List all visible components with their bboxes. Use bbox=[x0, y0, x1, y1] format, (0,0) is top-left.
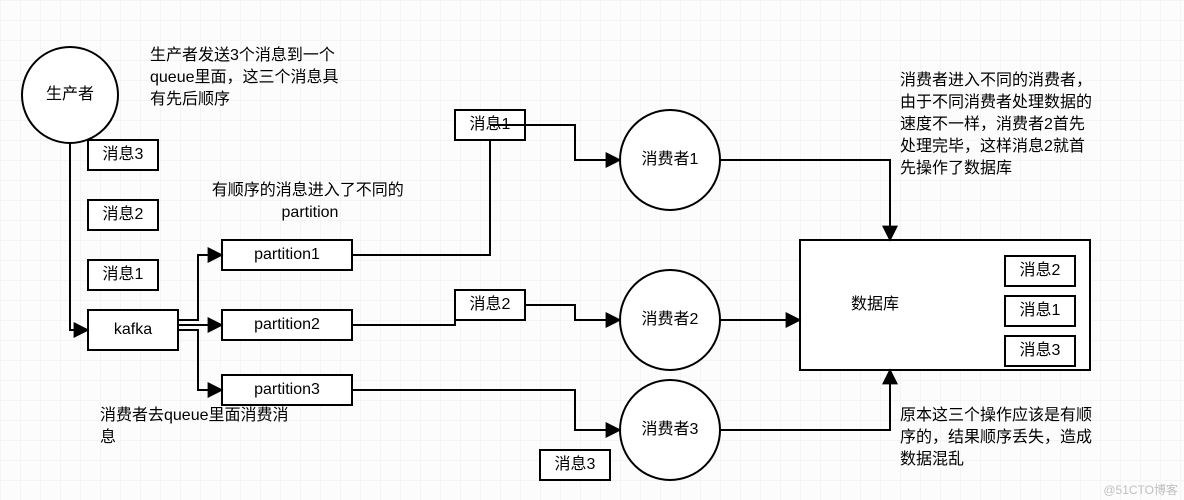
annotation-1: 生产者发送3个消息到一个 queue里面，这三个消息具 有先后顺序 bbox=[150, 46, 343, 108]
watermark: @51CTO博客 bbox=[1103, 481, 1178, 498]
label-msg1-right: 消息1 bbox=[1020, 301, 1061, 319]
edges bbox=[70, 125, 890, 430]
label-producer: 生产者 bbox=[46, 85, 94, 103]
annotation-5: 原本这三个操作应该是有顺 序的，结果顺序丢失，造成 数据混乱 bbox=[900, 405, 1096, 468]
annotation-2: 有顺序的消息进入了不同的 partition bbox=[212, 181, 408, 221]
label-msg2-right: 消息2 bbox=[1020, 261, 1061, 279]
label-msg2-mid: 消息2 bbox=[470, 295, 511, 313]
label-msg1-left: 消息1 bbox=[103, 265, 144, 283]
label-msg2-left: 消息2 bbox=[103, 205, 144, 223]
annotation-3: 消费者去queue里面消费消 息 bbox=[100, 406, 293, 446]
flow-diagram: 生产者 消息3 消息2 消息1 kafka partition1 partiti… bbox=[0, 0, 1184, 500]
label-consumer1: 消费者1 bbox=[642, 150, 699, 168]
label-msg3-left: 消息3 bbox=[103, 145, 144, 163]
label-consumer3: 消费者3 bbox=[642, 420, 699, 438]
label-database: 数据库 bbox=[851, 295, 899, 313]
label-kafka: kafka bbox=[114, 321, 152, 338]
label-partition3: partition3 bbox=[254, 381, 320, 398]
label-partition1: partition1 bbox=[254, 246, 320, 263]
label-partition2: partition2 bbox=[254, 316, 320, 333]
label-msg3-mid: 消息3 bbox=[555, 455, 596, 473]
label-consumer2: 消费者2 bbox=[642, 310, 699, 328]
annotation-4: 消费者进入不同的消费者， 由于不同消费者处理数据的 速度不一样，消费者2首先 处… bbox=[900, 71, 1096, 177]
label-msg3-right: 消息3 bbox=[1020, 341, 1061, 359]
